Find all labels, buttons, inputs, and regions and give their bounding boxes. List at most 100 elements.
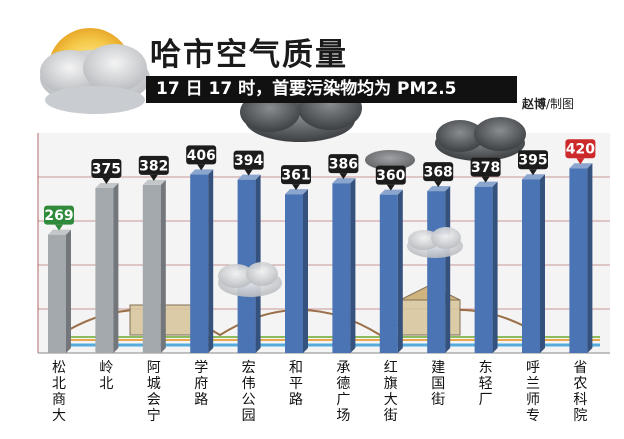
value-label-box [375, 165, 406, 185]
bar-top [48, 229, 71, 235]
x-tick-label: 省农科院 [573, 360, 587, 424]
dark-cloud-right [435, 117, 526, 161]
value-label: 420 [565, 139, 596, 165]
x-tick-label: 承德广场 [336, 360, 350, 424]
bar-side [66, 229, 71, 353]
bar [190, 169, 214, 353]
chart-subtitle: 17 日 17 时，首要污染物均为 PM2.5 [146, 76, 517, 103]
value-label-box [138, 155, 169, 175]
value-label-text: 360 [376, 168, 405, 184]
value-label-text: 378 [471, 160, 500, 176]
value-label-box [186, 145, 217, 165]
x-tick-label: 岭北 [99, 360, 113, 392]
bar-front [427, 191, 446, 353]
x-tick-label: 松北商大 [52, 360, 66, 424]
value-label-text: 269 [44, 208, 73, 224]
value-label: 360 [375, 165, 406, 191]
bar-top [474, 181, 498, 187]
value-label-box [281, 165, 311, 185]
bar [522, 174, 545, 353]
value-label: 375 [91, 159, 122, 184]
value-label-text: 382 [139, 158, 168, 174]
value-label-pointer [197, 164, 206, 171]
bar [332, 178, 356, 353]
value-label-box [328, 154, 359, 174]
value-label: 395 [518, 150, 548, 176]
value-label-text: 420 [566, 142, 595, 158]
value-label-pointer [434, 181, 443, 188]
light-cloud-left [218, 262, 282, 297]
value-label-pointer [386, 184, 395, 191]
value-label-text: 394 [234, 153, 263, 169]
value-label-pointer [339, 173, 348, 180]
bar-side [113, 183, 119, 353]
value-label-text: 375 [92, 162, 121, 178]
value-label-box [91, 159, 122, 178]
bar-front [142, 184, 161, 353]
bar [379, 189, 403, 353]
bar-top [237, 174, 261, 180]
bar-top [142, 179, 166, 185]
bar-top [522, 174, 545, 180]
chart-title: 哈市空气质量 [150, 37, 348, 73]
bar-front [285, 194, 303, 353]
bar-front [48, 234, 66, 353]
bar-top [285, 189, 308, 195]
value-label-pointer [244, 169, 253, 176]
value-label-pointer [292, 184, 300, 191]
bar-side [303, 189, 308, 353]
value-label: 378 [470, 157, 501, 183]
value-label-pointer [149, 174, 158, 181]
value-label-text: 361 [281, 168, 310, 184]
value-label-text: 386 [329, 157, 358, 173]
bar-top [332, 178, 356, 184]
value-label-pointer [481, 176, 490, 183]
bar [95, 183, 119, 353]
value-labels-layer: 269 375 382 406 394 361 386 360 368 378 395 420 [44, 139, 596, 231]
bar-top [569, 163, 593, 169]
value-label-box [565, 139, 596, 159]
value-label: 406 [186, 145, 217, 171]
credit-suffix: /制图 [546, 97, 575, 111]
bar-side [540, 174, 545, 353]
x-tick-label: 宏伟公园 [242, 360, 256, 424]
credit-author: 赵博 [522, 97, 547, 111]
value-label-pointer [576, 158, 585, 165]
value-label-text: 406 [187, 148, 216, 164]
bar-side [160, 179, 166, 353]
x-tick-label: 东轻厂 [479, 360, 493, 408]
value-label-pointer [55, 224, 63, 231]
x-tick-label: 建国街 [431, 360, 445, 408]
value-label-text: 368 [424, 165, 453, 181]
value-label-box [518, 150, 548, 170]
value-label: 368 [423, 162, 454, 188]
bar [474, 181, 498, 353]
bar [142, 179, 166, 353]
value-label-pointer [529, 169, 537, 176]
x-tick-label: 学府路 [194, 360, 208, 408]
value-label-pointer [102, 178, 111, 184]
bar-top [427, 186, 451, 192]
sun-cloud-icon [40, 28, 150, 114]
x-tick-label: 红旗大街 [384, 360, 398, 424]
bar-side [492, 181, 498, 353]
value-label: 361 [281, 165, 311, 191]
bar [285, 189, 308, 353]
bar-side [587, 163, 593, 353]
value-label-text: 395 [518, 153, 547, 169]
value-label: 382 [138, 155, 169, 181]
value-label-box [44, 205, 74, 225]
value-label-box [233, 150, 264, 170]
bar-side [397, 189, 403, 353]
bar-side [445, 186, 451, 353]
bar [427, 186, 451, 353]
credit-line: 赵博/制图 [522, 95, 574, 112]
value-label-box [423, 162, 454, 182]
value-label: 269 [44, 205, 74, 231]
bar-top [379, 189, 403, 195]
bar-front [332, 183, 351, 353]
bar-front [379, 194, 398, 353]
value-label: 394 [233, 150, 264, 176]
